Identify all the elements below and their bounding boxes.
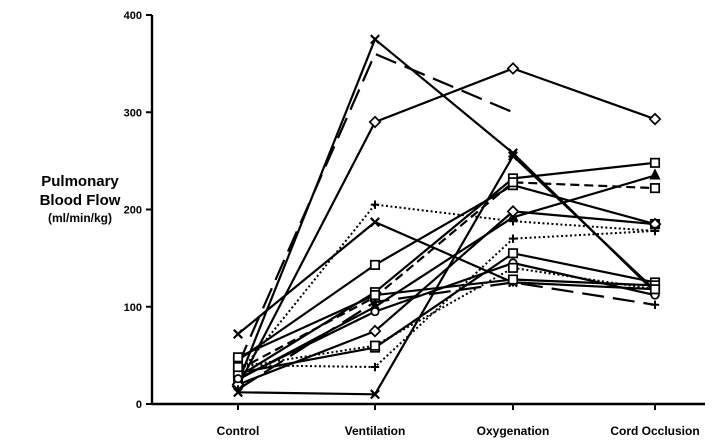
series-marker bbox=[649, 168, 661, 180]
series-line bbox=[236, 38, 656, 384]
series-markers bbox=[231, 34, 662, 400]
series-line bbox=[237, 261, 656, 380]
series-marker bbox=[368, 324, 382, 338]
series-marker bbox=[232, 352, 244, 363]
series-marker bbox=[507, 248, 519, 259]
series-marker bbox=[233, 385, 243, 394]
series-marker bbox=[370, 362, 380, 372]
series-marker bbox=[370, 389, 380, 400]
axes: 0 100 200 300 400 Control Ventilation Oxygenati… bbox=[124, 10, 705, 438]
y-tick-label: 0 bbox=[136, 399, 142, 411]
series-marker bbox=[506, 62, 520, 75]
series-line bbox=[237, 181, 656, 371]
series-line bbox=[237, 184, 656, 362]
series-marker bbox=[507, 177, 519, 188]
y-tick-label: 100 bbox=[124, 302, 142, 314]
series-line bbox=[237, 252, 656, 374]
series-marker bbox=[370, 34, 380, 45]
series-marker bbox=[368, 115, 382, 129]
series-marker bbox=[649, 157, 661, 168]
series-marker bbox=[649, 183, 661, 194]
series-lines bbox=[236, 38, 656, 396]
series-line bbox=[237, 154, 656, 396]
y-axis-label-line-1: Pulmonary bbox=[41, 173, 119, 190]
series-marker bbox=[648, 112, 662, 126]
series-line bbox=[237, 221, 656, 335]
series-line bbox=[237, 67, 656, 388]
series-line bbox=[236, 52, 514, 366]
series-marker bbox=[370, 217, 380, 228]
y-tick-label: 400 bbox=[124, 10, 142, 22]
series-marker bbox=[650, 300, 660, 310]
series-marker bbox=[370, 307, 380, 317]
x-tick-label: Oxygenation bbox=[477, 424, 550, 438]
x-tick-label: Cord Occlusion bbox=[610, 424, 699, 438]
y-tick-label: 300 bbox=[124, 107, 142, 119]
series-line bbox=[237, 266, 656, 368]
y-axis-label: Pulmonary Blood Flow (ml/min/kg) bbox=[6, 172, 154, 227]
series-line bbox=[237, 174, 656, 381]
series-marker bbox=[507, 262, 519, 273]
series-marker bbox=[649, 284, 661, 295]
series-line bbox=[237, 210, 656, 386]
series-marker bbox=[508, 234, 518, 243]
series-marker bbox=[370, 200, 380, 209]
x-tick-label: Control bbox=[217, 424, 260, 438]
series-marker bbox=[369, 340, 381, 351]
series-marker bbox=[508, 151, 518, 161]
series-marker bbox=[507, 274, 519, 285]
series-marker bbox=[232, 361, 244, 373]
series-marker bbox=[233, 374, 243, 384]
y-tick-label: 200 bbox=[124, 205, 142, 217]
series-marker bbox=[233, 329, 243, 339]
series-line bbox=[237, 203, 656, 376]
series-marker bbox=[650, 226, 660, 236]
y-axis-label-line-3: (ml/min/kg) bbox=[47, 211, 112, 225]
series-marker bbox=[508, 148, 518, 159]
y-axis-label-line-2: Blood Flow bbox=[39, 192, 121, 209]
series-marker bbox=[506, 205, 520, 218]
series-marker bbox=[369, 290, 381, 301]
x-tick-label: Ventilation bbox=[345, 424, 406, 438]
series-line bbox=[237, 229, 656, 368]
series-marker bbox=[369, 259, 381, 270]
